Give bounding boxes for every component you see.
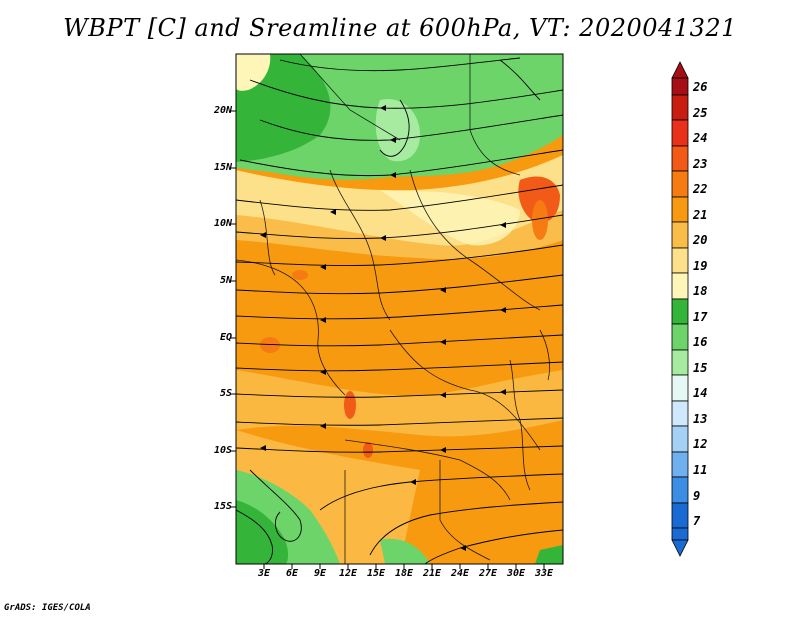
colorbar-label: 15	[693, 361, 708, 375]
colorbar-swatch	[671, 170, 689, 198]
colorbar-label: 13	[693, 412, 708, 426]
lat-label: EQ	[219, 332, 232, 343]
colorbar-label: 7	[693, 514, 701, 528]
colorbar-swatch	[671, 196, 689, 223]
lon-label: 6E	[285, 568, 299, 579]
axis-ticks	[231, 110, 545, 569]
lat-label: 5N	[219, 275, 232, 286]
colorbar-label: 16	[693, 335, 708, 349]
colorbar-swatch	[671, 400, 689, 427]
colorbar-lower-arrow	[671, 539, 689, 557]
colorbar-label: 12	[693, 437, 708, 451]
lat-label: 20N	[213, 105, 232, 116]
colorbar-swatch	[671, 272, 689, 300]
lat-label: 5S	[219, 388, 232, 399]
colorbar-swatch	[671, 247, 689, 274]
lat-label: 15N	[213, 162, 232, 173]
wbpt-shading	[236, 54, 563, 564]
credit-text: GrADS: IGES/COLA	[4, 603, 91, 613]
colorbar-swatch	[671, 451, 689, 478]
colorbar-label: 18	[693, 284, 708, 298]
colorbar-swatch	[671, 145, 689, 172]
colorbar-swatch	[671, 502, 689, 529]
lon-label: 27E	[478, 568, 498, 579]
lon-label: 9E	[313, 568, 327, 579]
colorbar-swatch	[671, 323, 689, 351]
colorbar-label: 17	[693, 310, 708, 324]
colorbar-label: 19	[693, 259, 708, 273]
streamline-arrows	[260, 105, 506, 551]
colorbar-swatch	[671, 476, 689, 504]
colorbar-swatch	[671, 349, 689, 376]
colorbar-swatch	[671, 298, 689, 325]
colorbar-label: 21	[693, 208, 708, 222]
lon-label: 12E	[338, 568, 358, 579]
colorbar-label: 9	[693, 489, 701, 503]
lon-label: 30E	[506, 568, 526, 579]
colorbar-swatch	[671, 94, 689, 121]
colorbar-swatch	[671, 527, 689, 541]
colorbar-label: 26	[693, 80, 708, 94]
lon-label: 21E	[422, 568, 442, 579]
colorbar-label: 25	[693, 106, 708, 120]
colorbar-label: 22	[693, 182, 708, 196]
colorbar-label: 14	[693, 386, 708, 400]
colorbar-swatch	[671, 425, 689, 453]
colorbar-upper-arrow	[671, 61, 689, 79]
lon-label: 24E	[450, 568, 470, 579]
lon-label: 15E	[366, 568, 386, 579]
colorbar-swatch	[671, 77, 689, 96]
lat-label: 10N	[213, 218, 232, 229]
colorbar-label: 20	[693, 233, 708, 247]
map-frame	[235, 53, 564, 565]
colorbar-label: 24	[693, 131, 708, 145]
chart-title: WBPT [C] and Sreamline at 600hPa, VT: 20…	[63, 14, 737, 42]
colorbar-label: 23	[693, 157, 708, 171]
lon-label: 18E	[394, 568, 414, 579]
colorbar-swatch	[671, 374, 689, 402]
colorbar-swatch	[671, 119, 689, 147]
colorbar-swatch	[671, 221, 689, 249]
lon-label: 33E	[534, 568, 554, 579]
lon-label: 3E	[257, 568, 271, 579]
lat-label: 10S	[213, 445, 232, 456]
lat-label: 15S	[213, 501, 232, 512]
colorbar	[671, 61, 689, 557]
colorbar-label: 11	[693, 463, 708, 477]
